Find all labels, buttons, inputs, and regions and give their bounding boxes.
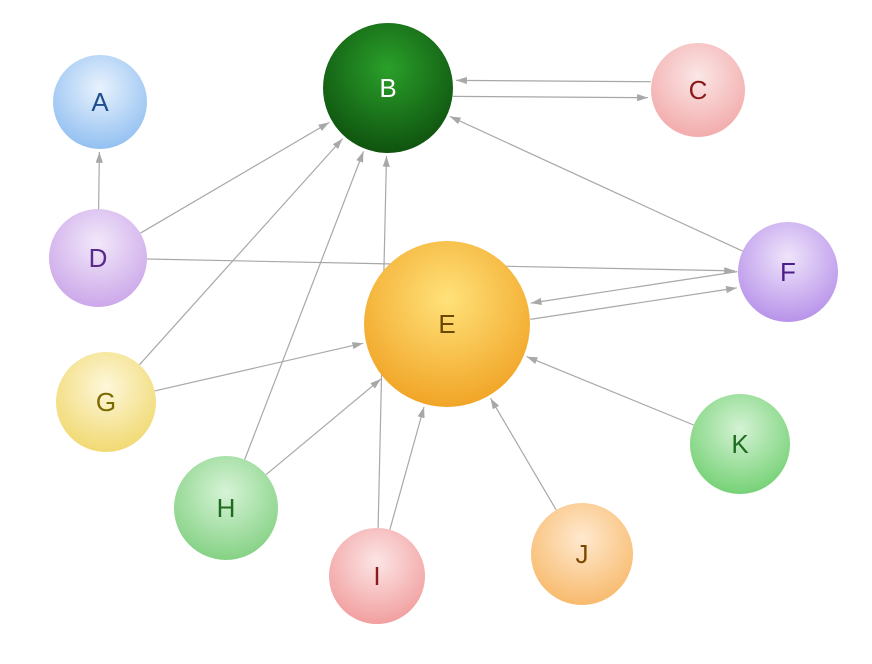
node-G: G [56,352,156,452]
node-J: J [531,503,633,605]
node-circle-I [329,528,425,624]
edge-G-B [139,139,342,365]
node-circle-C [651,43,745,137]
edge-I-E [390,407,424,530]
edge-H-B [245,151,364,459]
node-circle-G [56,352,156,452]
node-circle-B [323,23,453,153]
node-circle-E [364,241,530,407]
edge-J-E [491,398,557,510]
network-diagram: A B C D E F GHI JK [0,0,872,664]
node-circle-J [531,503,633,605]
node-circle-D [49,209,147,307]
edge-E-F [530,288,737,320]
edge-B-C [453,96,648,97]
edge-G-E [155,343,364,391]
node-I: I [329,528,425,624]
node-circle-F [738,222,838,322]
edge-H-E [266,379,381,475]
node-B: B [323,23,453,153]
node-circle-H [174,456,278,560]
node-A: A [53,55,147,149]
node-F: F [738,222,838,322]
node-C: C [651,43,745,137]
node-circle-K [690,394,790,494]
node-circle-A [53,55,147,149]
node-H: H [174,456,278,560]
edge-K-E [527,357,694,425]
node-E: E [364,241,530,407]
node-K: K [690,394,790,494]
node-D: D [49,209,147,307]
edge-D-B [140,122,329,233]
edge-D-A [99,152,100,209]
edge-F-E [531,272,738,304]
edge-C-B [456,80,651,81]
nodes-layer: A B C D E F GHI JK [49,23,838,624]
